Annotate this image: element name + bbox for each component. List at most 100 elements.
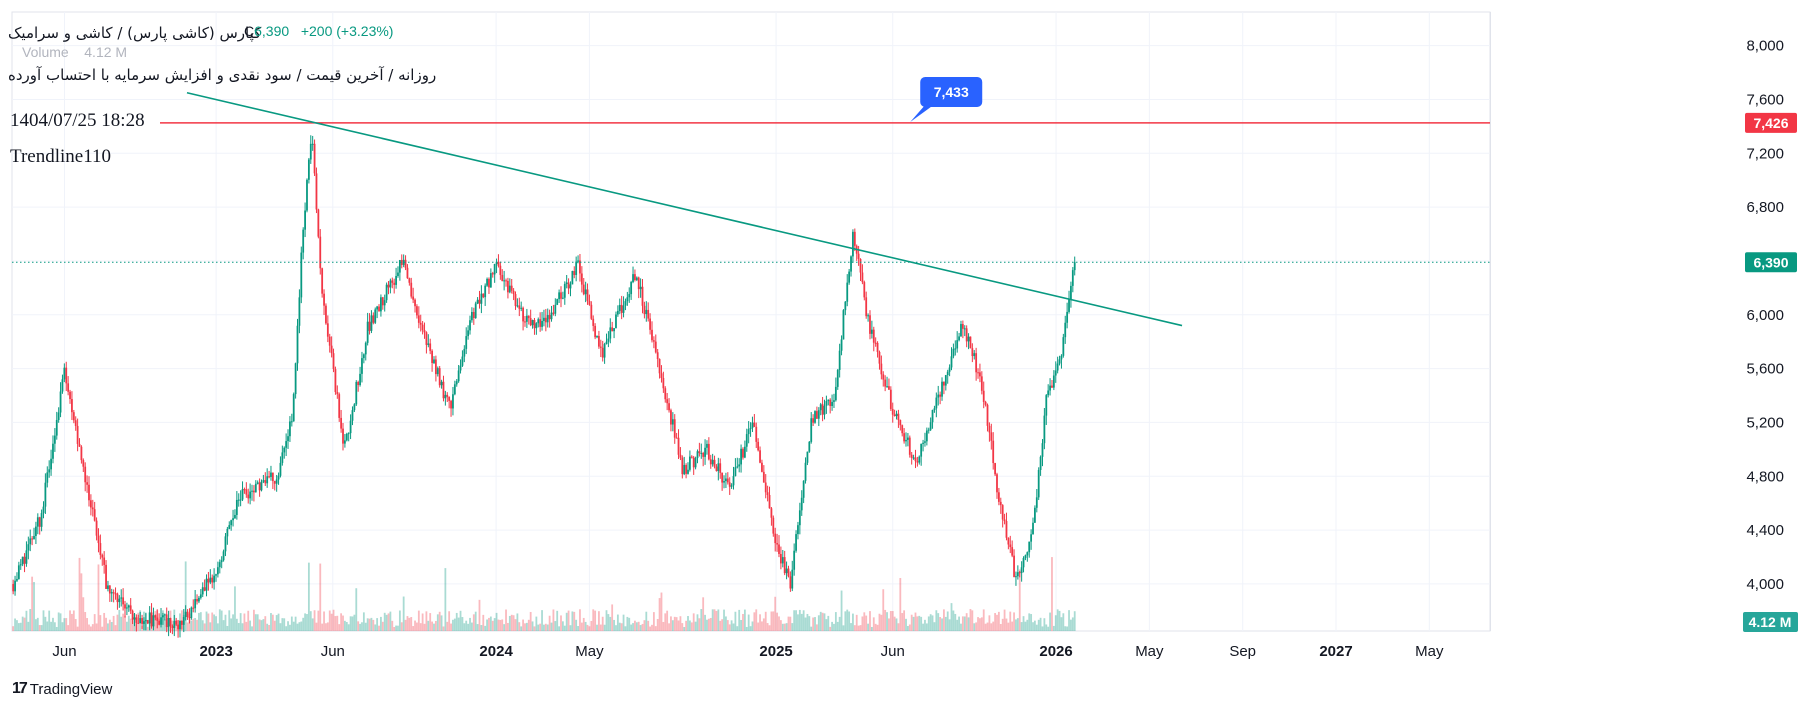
volume-bar: [325, 623, 327, 631]
candle-body: [580, 273, 583, 285]
candle-body: [457, 370, 460, 382]
volume-bar: [556, 610, 559, 631]
candle-body: [607, 338, 610, 342]
candle-body: [615, 314, 617, 329]
volume-bar: [209, 622, 212, 631]
candle-body: [918, 456, 921, 463]
candle-body: [687, 469, 689, 474]
candle-body: [997, 492, 1000, 502]
volume-legend-value: 4.12 M: [84, 44, 128, 60]
volume-bar: [645, 611, 648, 631]
candle-body: [905, 439, 907, 442]
volume-bar: [616, 614, 619, 631]
volume-bar: [499, 619, 502, 631]
candle-body: [914, 457, 917, 462]
candle-body: [706, 443, 708, 448]
volume-bar: [971, 610, 974, 631]
candle-body: [135, 617, 138, 623]
volume-bar: [516, 613, 519, 631]
volume-bar: [203, 623, 206, 631]
candle-body: [975, 353, 978, 373]
volume-bar: [766, 623, 769, 631]
drawing-lines[interactable]: [12, 91, 1490, 327]
x-tick-label: 2024: [479, 643, 513, 660]
candle-body: [213, 575, 216, 583]
candle-body: [994, 463, 996, 475]
volume-bar: [300, 621, 303, 631]
volume-bar: [728, 624, 731, 631]
candle-body: [300, 252, 303, 298]
candle-body: [294, 363, 297, 395]
candle-body: [340, 417, 343, 429]
volume-bar: [647, 620, 650, 631]
candle-body: [861, 272, 864, 283]
candle-body: [779, 553, 782, 564]
candle-body: [836, 369, 839, 387]
candle-body: [601, 347, 604, 358]
volume-bar: [342, 615, 344, 631]
candle-body: [848, 271, 851, 283]
volume-bar: [80, 573, 83, 631]
candle-body: [436, 368, 439, 375]
volume-bar: [552, 609, 555, 631]
trendline[interactable]: [186, 91, 1183, 327]
volume-bar: [338, 624, 341, 631]
candle-body: [732, 476, 735, 486]
candle-body: [829, 399, 832, 407]
candle-body: [1028, 541, 1031, 553]
candle-body: [776, 543, 779, 545]
candle-body: [922, 442, 924, 444]
candle-body: [158, 620, 161, 625]
volume-bar: [944, 616, 947, 631]
volume-bar: [886, 612, 888, 631]
candle-body: [1018, 572, 1021, 574]
volume-bar: [848, 611, 851, 631]
volume-bar: [535, 616, 538, 631]
chart-subtitle: روزانه / آخرین قیمت / سود نقدی و افزایش …: [8, 66, 437, 84]
volume-bar: [199, 612, 202, 631]
volume-bar: [1066, 626, 1069, 631]
volume-bar: [491, 620, 494, 631]
volume-bar: [243, 613, 246, 631]
candle-body: [1039, 456, 1042, 470]
candle-body: [78, 443, 81, 447]
candle-body: [1015, 576, 1017, 578]
volume-bar: [582, 617, 585, 631]
volume-bar: [476, 624, 479, 631]
volume-bar: [1013, 612, 1015, 631]
candle-body: [141, 618, 143, 624]
volume-bar: [781, 623, 784, 631]
volume-bar: [127, 615, 130, 631]
candle-body: [343, 440, 346, 444]
candle-body: [971, 348, 974, 357]
volume-bar: [789, 616, 792, 631]
candle-body: [361, 358, 363, 374]
volume-bar: [791, 623, 794, 631]
candle-body: [118, 598, 121, 603]
volume-bar: [366, 618, 369, 631]
volume-bar: [16, 620, 18, 631]
volume-bar: [453, 618, 456, 631]
y-tick-label: 6,000: [1746, 307, 1784, 324]
volume-bar: [38, 625, 41, 631]
candle-body: [893, 414, 896, 417]
volume-bar: [762, 618, 765, 631]
volume-bar: [882, 589, 885, 631]
volume-bar: [751, 621, 754, 631]
resistance-price-tag-label: 7,426: [1753, 115, 1788, 131]
candle-body: [626, 297, 629, 302]
tradingview-brand[interactable]: 17 TradingView: [12, 680, 112, 698]
candle-body: [761, 462, 763, 472]
volume-bar: [984, 623, 987, 631]
volume-bar: [747, 614, 750, 631]
volume-bar: [615, 625, 617, 631]
volume-bar: [444, 568, 447, 631]
candle-body: [901, 425, 904, 434]
candle-body: [666, 399, 669, 404]
volume-bar: [842, 625, 845, 631]
volume-bar: [709, 617, 712, 631]
volume-bar: [876, 624, 879, 631]
volume-bar: [577, 626, 579, 631]
